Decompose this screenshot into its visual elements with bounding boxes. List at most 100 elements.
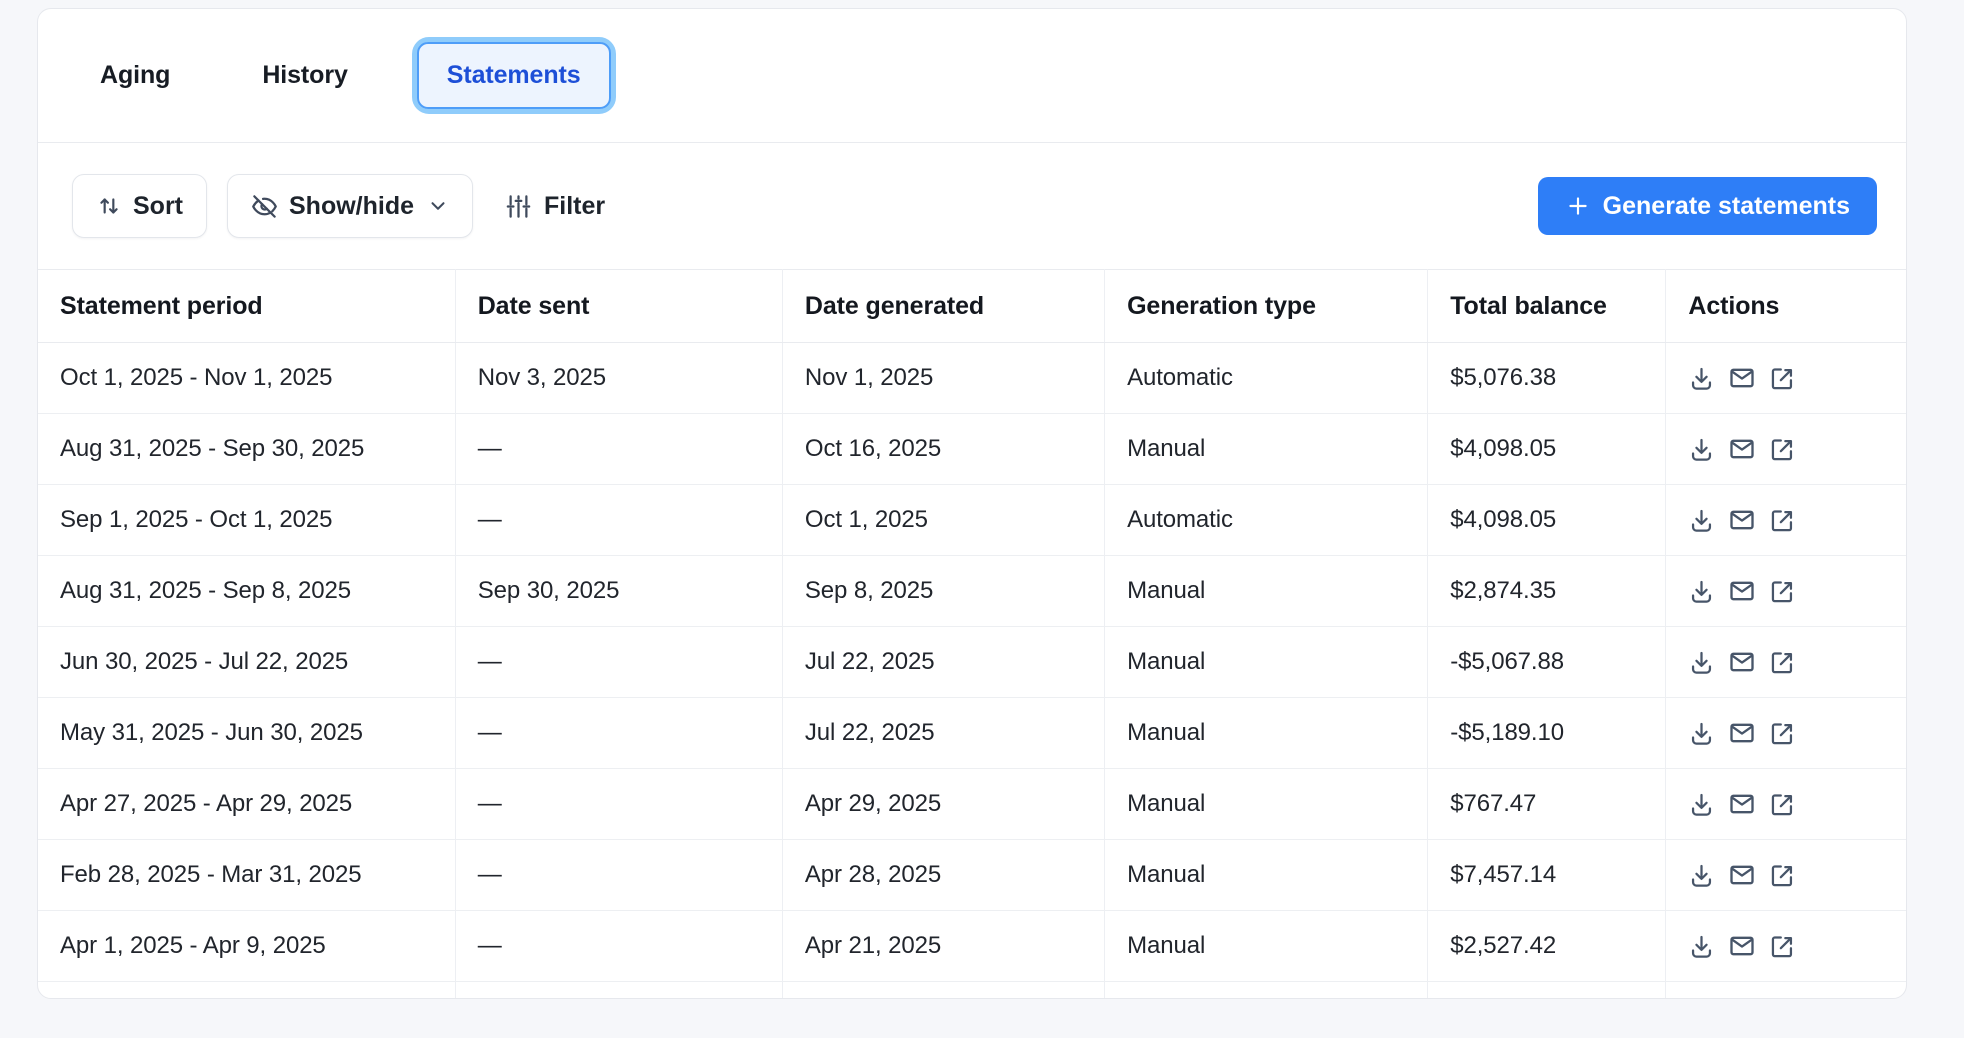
cell-statement-period: Apr 1, 2025 - Apr 9, 2025 xyxy=(38,910,456,982)
external-link-icon[interactable] xyxy=(1769,933,1796,960)
column-header-date-sent: Date sent xyxy=(455,269,783,343)
cell-date-sent: Sep 30, 2025 xyxy=(455,555,783,627)
generate-statements-button[interactable]: Generate statements xyxy=(1537,177,1877,235)
filter-button-label: Filter xyxy=(544,191,606,220)
cell-date-generated: Oct 1, 2025 xyxy=(782,484,1106,556)
cell-date-sent: — xyxy=(455,626,783,698)
cell-actions xyxy=(1665,342,1906,414)
download-icon[interactable] xyxy=(1688,862,1715,889)
download-icon[interactable] xyxy=(1688,791,1715,818)
table-row: Feb 28, 2025 - Mar 31, 2025 — Apr 28, 20… xyxy=(38,839,1906,911)
plus-icon xyxy=(1565,193,1591,219)
cell-total-balance: $767.47 xyxy=(1427,768,1667,840)
mail-icon[interactable] xyxy=(1728,577,1756,605)
cell-date-sent: — xyxy=(455,768,783,840)
tab-statements-label: Statements xyxy=(416,42,611,109)
cell-actions xyxy=(1665,413,1906,485)
cell-total-balance: $2,874.35 xyxy=(1427,555,1667,627)
show-hide-button-label: Show/hide xyxy=(289,191,414,220)
column-header-actions: Actions xyxy=(1665,269,1906,343)
external-link-icon[interactable] xyxy=(1769,365,1796,392)
download-icon[interactable] xyxy=(1688,507,1715,534)
download-icon[interactable] xyxy=(1688,933,1715,960)
download-icon[interactable] xyxy=(1688,365,1715,392)
cell-actions xyxy=(1665,555,1906,627)
mail-icon[interactable] xyxy=(1728,506,1756,534)
cell-date-sent: — xyxy=(455,697,783,769)
cell-statement-period: Aug 31, 2025 - Sep 8, 2025 xyxy=(38,555,456,627)
cell-total-balance: $4,098.05 xyxy=(1427,413,1667,485)
cell-date-generated: Apr 29, 2025 xyxy=(782,768,1106,840)
table-row: Jun 30, 2025 - Jul 22, 2025 — Jul 22, 20… xyxy=(38,626,1906,698)
sort-button[interactable]: Sort xyxy=(72,174,207,238)
column-header-total-balance: Total balance xyxy=(1427,269,1667,343)
download-icon[interactable] xyxy=(1688,649,1715,676)
download-icon[interactable] xyxy=(1688,720,1715,747)
mail-icon[interactable] xyxy=(1728,364,1756,392)
cell-actions xyxy=(1665,484,1906,556)
arrows-up-down-icon xyxy=(96,193,122,219)
mail-icon[interactable] xyxy=(1728,648,1756,676)
mail-icon[interactable] xyxy=(1728,861,1756,889)
table-row-partial xyxy=(38,981,1906,998)
cell-total-balance: $2,527.42 xyxy=(1427,910,1667,982)
table-row: Aug 31, 2025 - Sep 8, 2025 Sep 30, 2025 … xyxy=(38,555,1906,627)
tab-history[interactable]: History xyxy=(262,61,348,89)
cell-generation-type: Manual xyxy=(1104,626,1429,698)
tab-bar: Aging History Statements xyxy=(38,9,1906,143)
external-link-icon[interactable] xyxy=(1769,578,1796,605)
cell-generation-type: Automatic xyxy=(1104,342,1429,414)
cell-generation-type: Manual xyxy=(1104,413,1429,485)
mail-icon[interactable] xyxy=(1728,932,1756,960)
cell-statement-period: Feb 28, 2025 - Mar 31, 2025 xyxy=(38,839,456,911)
cell-date-sent: — xyxy=(455,484,783,556)
cell-generation-type: Manual xyxy=(1104,910,1429,982)
external-link-icon[interactable] xyxy=(1769,649,1796,676)
column-header-generation-type: Generation type xyxy=(1104,269,1429,343)
generate-statements-label: Generate statements xyxy=(1602,191,1850,220)
external-link-icon[interactable] xyxy=(1769,862,1796,889)
cell-actions xyxy=(1665,697,1906,769)
cell-statement-period: Aug 31, 2025 - Sep 30, 2025 xyxy=(38,413,456,485)
cell-date-generated: Jul 22, 2025 xyxy=(782,697,1106,769)
cell-date-generated: Nov 1, 2025 xyxy=(782,342,1106,414)
filter-button[interactable]: Filter xyxy=(505,192,605,221)
statements-panel: Aging History Statements Sort xyxy=(37,8,1907,999)
cell-total-balance: $5,076.38 xyxy=(1427,342,1667,414)
mail-icon[interactable] xyxy=(1728,435,1756,463)
table-header-row: Statement period Date sent Date generate… xyxy=(38,269,1906,343)
show-hide-button[interactable]: Show/hide xyxy=(227,174,473,238)
external-link-icon[interactable] xyxy=(1769,507,1796,534)
cell-generation-type: Manual xyxy=(1104,839,1429,911)
cell-date-generated: Sep 8, 2025 xyxy=(782,555,1106,627)
external-link-icon[interactable] xyxy=(1769,791,1796,818)
cell-actions xyxy=(1665,910,1906,982)
cell-date-sent: — xyxy=(455,910,783,982)
cell-date-generated: Oct 16, 2025 xyxy=(782,413,1106,485)
table-row: Apr 27, 2025 - Apr 29, 2025 — Apr 29, 20… xyxy=(38,768,1906,840)
external-link-icon[interactable] xyxy=(1769,720,1796,747)
download-icon[interactable] xyxy=(1688,578,1715,605)
table-row: Aug 31, 2025 - Sep 30, 2025 — Oct 16, 20… xyxy=(38,413,1906,485)
table-row: Apr 1, 2025 - Apr 9, 2025 — Apr 21, 2025… xyxy=(38,910,1906,982)
download-icon[interactable] xyxy=(1688,436,1715,463)
tab-statements[interactable]: Statements xyxy=(411,37,616,114)
sort-button-label: Sort xyxy=(133,191,183,220)
cell-date-generated: Apr 21, 2025 xyxy=(782,910,1106,982)
cell-statement-period: Apr 27, 2025 - Apr 29, 2025 xyxy=(38,768,456,840)
cell-date-sent: — xyxy=(455,413,783,485)
external-link-icon[interactable] xyxy=(1769,436,1796,463)
tab-aging[interactable]: Aging xyxy=(100,61,171,89)
mail-icon[interactable] xyxy=(1728,790,1756,818)
cell-actions xyxy=(1665,839,1906,911)
cell-total-balance: -$5,189.10 xyxy=(1427,697,1667,769)
cell-statement-period: Sep 1, 2025 - Oct 1, 2025 xyxy=(38,484,456,556)
cell-actions xyxy=(1665,626,1906,698)
cell-generation-type: Manual xyxy=(1104,697,1429,769)
cell-actions xyxy=(1665,768,1906,840)
mail-icon[interactable] xyxy=(1728,719,1756,747)
table-row: May 31, 2025 - Jun 30, 2025 — Jul 22, 20… xyxy=(38,697,1906,769)
cell-date-generated: Apr 28, 2025 xyxy=(782,839,1106,911)
cell-date-sent: — xyxy=(455,839,783,911)
sliders-icon xyxy=(505,193,532,220)
